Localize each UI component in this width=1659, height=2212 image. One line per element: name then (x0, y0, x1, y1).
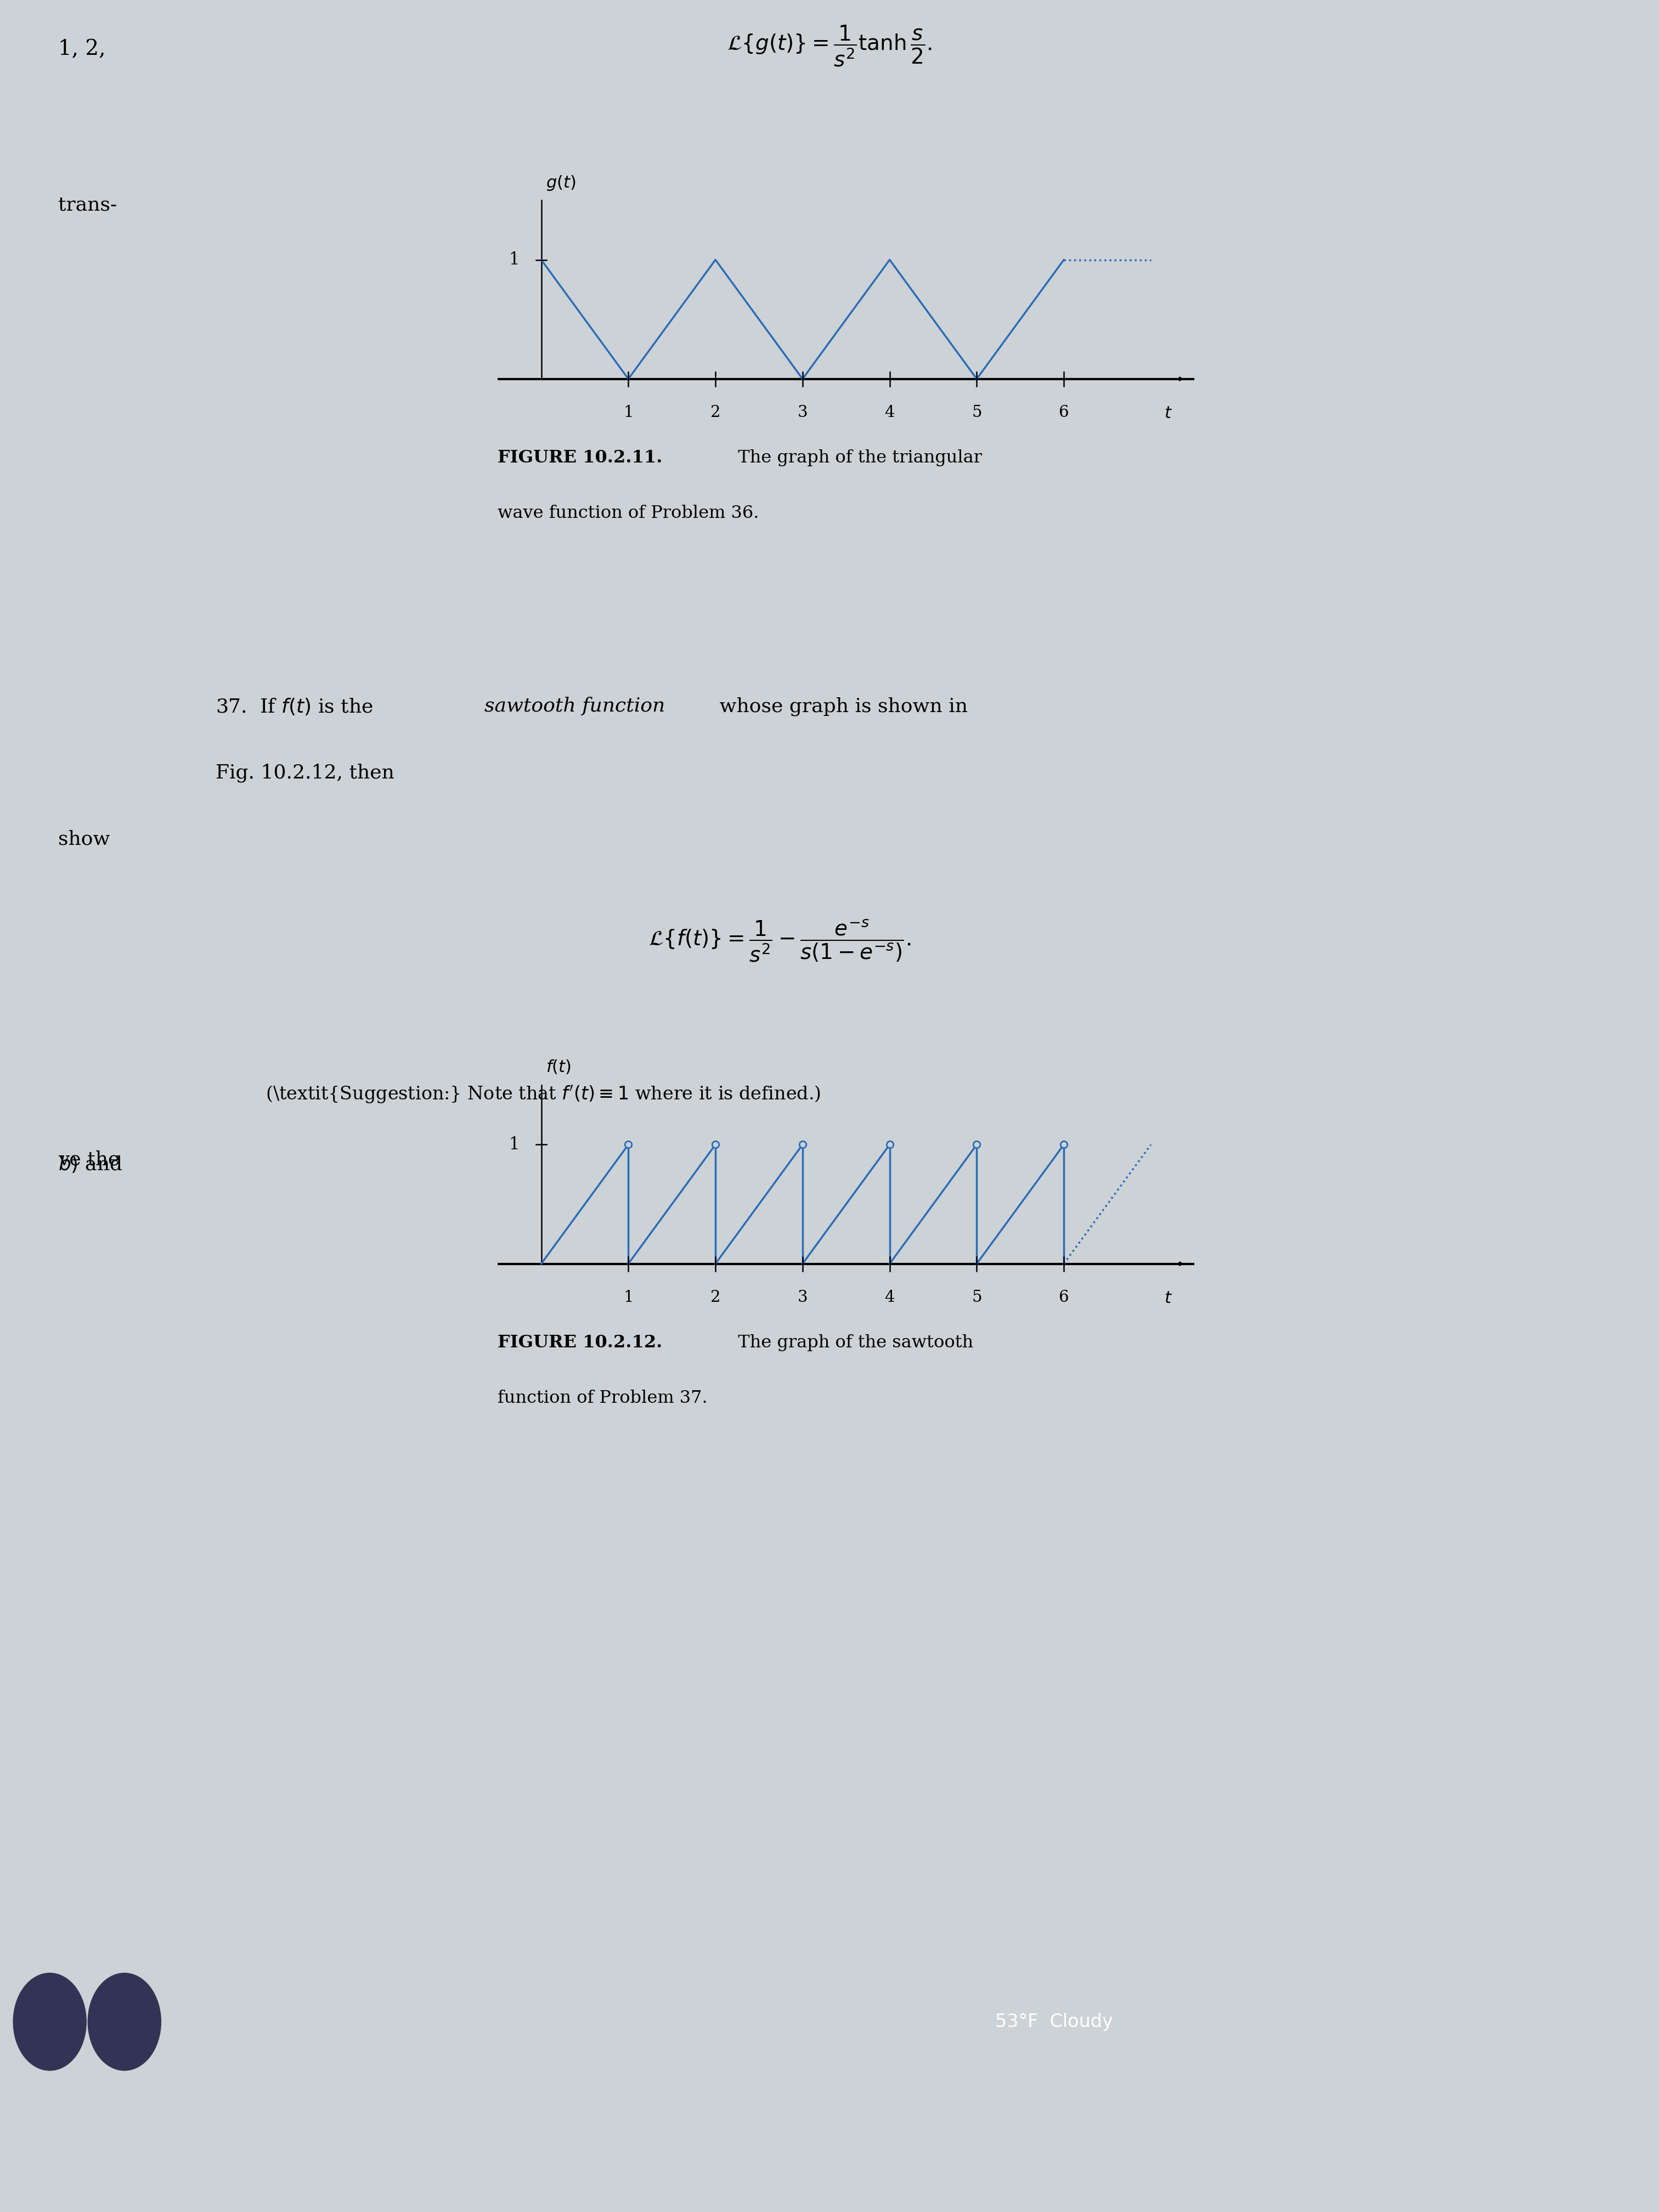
Text: wave function of Problem 36.: wave function of Problem 36. (498, 504, 760, 522)
Text: 1, 2,: 1, 2, (58, 40, 106, 60)
Text: 4: 4 (884, 1290, 894, 1305)
Text: 6: 6 (1058, 1290, 1068, 1305)
Text: 37.  If $f(t)$ is the: 37. If $f(t)$ is the (216, 697, 375, 717)
Text: $\mathcal{L}\{f(t)\} = \dfrac{1}{s^2} - \dfrac{e^{-s}}{s(1-e^{-s})}$.: $\mathcal{L}\{f(t)\} = \dfrac{1}{s^2} - … (649, 918, 911, 964)
Text: 4: 4 (884, 405, 894, 420)
Text: 1: 1 (624, 1290, 634, 1305)
Text: $t$: $t$ (1165, 1290, 1173, 1307)
Text: 3: 3 (798, 1290, 808, 1305)
Text: 1: 1 (509, 252, 519, 268)
Text: sawtooth function: sawtooth function (484, 697, 665, 714)
Text: 53°F  Cloudy: 53°F Cloudy (995, 2013, 1113, 2031)
Text: trans-: trans- (58, 197, 116, 215)
Text: The graph of the sawtooth: The graph of the sawtooth (722, 1334, 974, 1352)
Text: The graph of the triangular: The graph of the triangular (722, 449, 982, 467)
Text: Fig. 10.2.12, then: Fig. 10.2.12, then (216, 763, 395, 783)
Text: (\textit{Suggestion:} Note that $f'(t) \equiv 1$ where it is defined.): (\textit{Suggestion:} Note that $f'(t) \… (265, 1084, 821, 1104)
Text: 5: 5 (972, 1290, 982, 1305)
Text: $g(t)$: $g(t)$ (546, 175, 576, 192)
Text: 2: 2 (710, 1290, 720, 1305)
Text: 5: 5 (972, 405, 982, 420)
Text: $f(t)$: $f(t)$ (546, 1060, 571, 1075)
Text: whose graph is shown in: whose graph is shown in (713, 697, 967, 717)
Text: 1: 1 (624, 405, 634, 420)
Text: function of Problem 37.: function of Problem 37. (498, 1389, 708, 1407)
Text: ve the: ve the (58, 1150, 119, 1168)
Text: 3: 3 (798, 405, 808, 420)
Text: $\mathcal{L}\{g(t)\} = \dfrac{1}{s^2}\tanh\dfrac{s}{2}$.: $\mathcal{L}\{g(t)\} = \dfrac{1}{s^2}\ta… (727, 24, 932, 69)
Text: $b)$ and: $b)$ and (58, 1155, 123, 1175)
Text: show: show (58, 830, 109, 847)
Text: FIGURE 10.2.11.: FIGURE 10.2.11. (498, 449, 662, 467)
Text: FIGURE 10.2.12.: FIGURE 10.2.12. (498, 1334, 662, 1352)
Text: 6: 6 (1058, 405, 1068, 420)
Text: 2: 2 (710, 405, 720, 420)
Text: 1: 1 (509, 1137, 519, 1152)
Text: $t$: $t$ (1165, 405, 1173, 422)
